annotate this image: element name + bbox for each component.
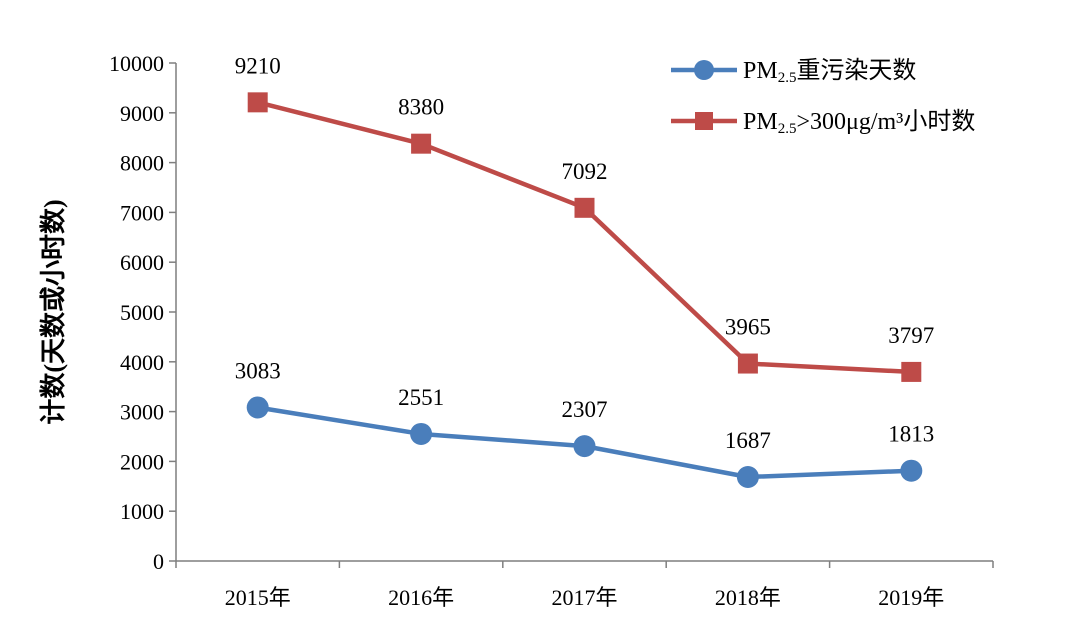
- data-label: 2551: [398, 385, 444, 410]
- data-label: 3965: [725, 315, 771, 340]
- y-tick-label: 4000: [120, 350, 164, 375]
- legend-label: PM2.5重污染天数: [743, 57, 916, 86]
- x-tick-label: 2018年: [715, 585, 781, 610]
- data-point: [900, 459, 923, 482]
- y-tick-label: 0: [153, 549, 164, 574]
- x-tick-label: 2016年: [388, 585, 454, 610]
- x-tick-label: 2019年: [878, 585, 944, 610]
- data-point: [901, 361, 922, 382]
- data-point: [247, 92, 268, 113]
- y-tick-label: 7000: [120, 200, 164, 225]
- data-point: [411, 133, 432, 154]
- legend-item-1: PM2.5重污染天数: [671, 57, 916, 86]
- y-tick-label: 3000: [120, 400, 164, 425]
- y-tick-label: 10000: [109, 51, 164, 76]
- y-tick-label: 5000: [120, 300, 164, 325]
- data-point: [736, 465, 759, 488]
- data-point: [573, 435, 596, 458]
- y-tick-label: 2000: [120, 449, 164, 474]
- legend-item-2: PM2.5>300μg/m³小时数: [671, 108, 975, 137]
- data-label: 2307: [562, 397, 608, 422]
- data-label: 1687: [725, 428, 771, 453]
- y-tick-label: 1000: [120, 499, 164, 524]
- legend-marker: [694, 60, 714, 80]
- y-tick-label: 8000: [120, 151, 164, 176]
- x-tick-label: 2015年: [225, 585, 291, 610]
- data-label: 3797: [888, 323, 934, 348]
- series-line: [257, 100, 912, 375]
- legend-label: PM2.5>300μg/m³小时数: [743, 108, 975, 137]
- chart-legend: PM2.5重污染天数 PM2.5>300μg/m³小时数: [671, 57, 975, 137]
- data-point: [410, 422, 433, 445]
- data-label: 7092: [562, 159, 608, 184]
- data-label: 3083: [235, 358, 281, 383]
- series-2: 9210 8380 7092 3965 3797: [235, 53, 934, 382]
- y-axis-label: 计数(天数或小时数): [39, 199, 68, 424]
- data-point: [246, 396, 269, 419]
- x-tick-label: 2017年: [551, 585, 617, 610]
- y-tick-label: 6000: [120, 250, 164, 275]
- chart-axes: 0 1000 2000 3000 4000 5000 6000 7000 8000 9000 100…: [109, 51, 994, 610]
- legend-marker: [695, 112, 713, 130]
- y-tick-label: 9000: [120, 101, 164, 126]
- data-label: 9210: [235, 53, 281, 78]
- data-label: 8380: [398, 95, 444, 120]
- data-point: [574, 197, 595, 218]
- chart-series: 3083 2551 2307 1687 1813 9210 8380 7092 3965 3797: [235, 53, 934, 488]
- series-1: 3083 2551 2307 1687 1813: [235, 358, 934, 488]
- data-point: [737, 353, 758, 374]
- data-label: 1813: [888, 422, 934, 447]
